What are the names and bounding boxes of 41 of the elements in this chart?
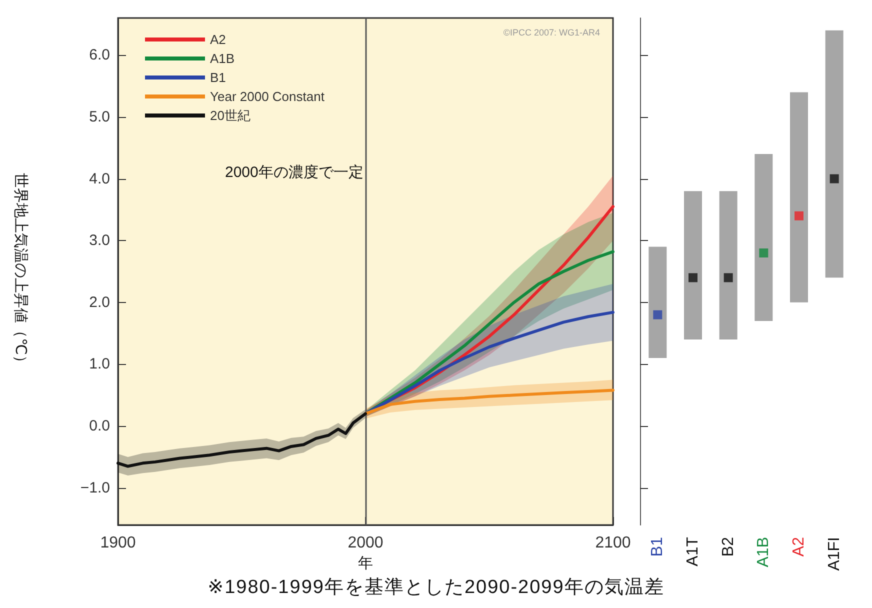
x-tick-label: 2100 [595, 534, 631, 552]
x-tick-label: B1 [649, 536, 666, 557]
y-tick-label: 4.0 [89, 170, 110, 188]
y-tick-label: 0.0 [89, 418, 110, 435]
x-tick-label: 2000 [348, 534, 384, 552]
point [688, 273, 698, 282]
x-tick-label: A1B [755, 537, 772, 568]
legend-label: Year 2000 Constant [210, 89, 325, 104]
x-axis-title: 年 [358, 554, 373, 572]
y-tick-label: −1.0 [80, 479, 110, 496]
text: ※1980-1999年を基準とした2090-2099年の気温差 [206, 576, 666, 600]
legend-label: 20世紀 [210, 108, 250, 123]
x-tick-label: A1T [684, 536, 702, 566]
legend-label: A1B [210, 51, 235, 66]
point [830, 174, 839, 184]
y-tick-label: 3.0 [89, 232, 110, 250]
y-tick-label: 1.0 [89, 356, 110, 373]
y-tick-label: 2.0 [89, 294, 110, 311]
x-tick-label: A1FI [826, 537, 843, 571]
bar [790, 92, 808, 302]
bar [648, 246, 667, 358]
point [724, 273, 733, 282]
line-series [116, 412, 367, 468]
point [794, 211, 804, 220]
point [653, 310, 662, 320]
y-tick-label: 5.0 [89, 108, 110, 126]
bar [719, 191, 738, 340]
line-series [364, 388, 614, 416]
legend-label: B1 [210, 70, 226, 85]
y-tick-label: 6.0 [89, 46, 110, 64]
annotation: 2000年の濃度で一定 [225, 164, 364, 181]
bar [754, 154, 773, 321]
point [759, 248, 768, 258]
annotation: ©IPCC 2007: WG1-AR4 [503, 28, 600, 38]
bar [825, 30, 844, 278]
x-tick-label: B2 [720, 536, 737, 557]
bar [684, 191, 702, 340]
legend-label: A2 [210, 32, 226, 47]
x-tick-label: 1900 [100, 534, 136, 552]
y-axis-title: 世界地上気温の上昇値（℃） [12, 173, 29, 370]
x-tick-label: A2 [790, 536, 808, 557]
